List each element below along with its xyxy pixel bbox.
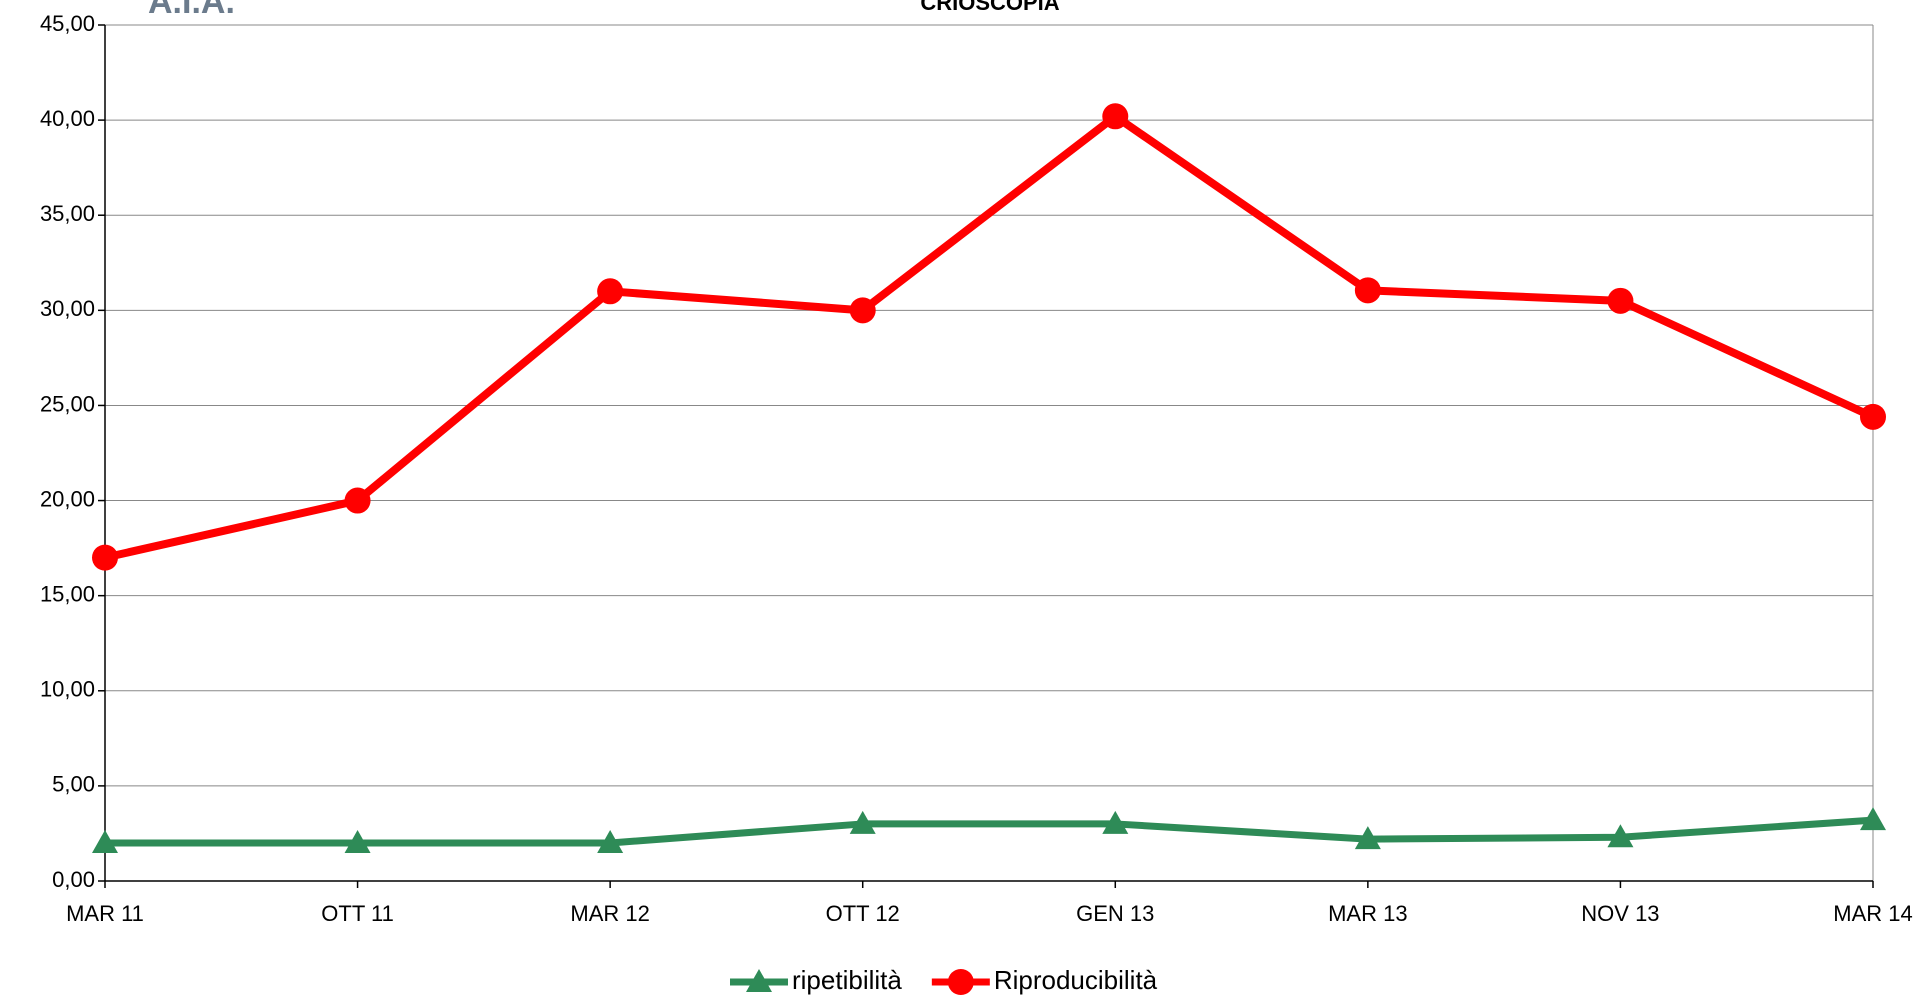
x-tick-label: OTT 11 <box>321 901 394 926</box>
series-line <box>104 112 1875 562</box>
logo: A.I.A. <box>148 0 235 21</box>
data-point <box>1607 287 1634 314</box>
data-point <box>1860 403 1886 430</box>
data-point <box>1354 277 1381 304</box>
y-tick-label: 0,00 <box>52 867 95 892</box>
x-tick-label: MAR 12 <box>570 901 649 926</box>
data-point <box>1102 103 1129 130</box>
data-point <box>92 544 118 571</box>
y-tick-label: 30,00 <box>40 296 95 321</box>
data-point <box>1102 810 1129 834</box>
series-line <box>105 816 1874 847</box>
data-point <box>849 297 876 324</box>
y-tick-label: 45,00 <box>40 11 95 36</box>
data-point <box>849 810 876 834</box>
legend-label: ripetibilità <box>792 965 902 995</box>
y-tick-label: 10,00 <box>40 677 95 702</box>
x-tick-label: OTT 12 <box>826 901 900 926</box>
legend-label: Riproducibilità <box>994 965 1158 995</box>
x-tick-label: MAR 11 <box>66 901 144 926</box>
x-tick-label: NOV 13 <box>1581 901 1659 926</box>
legend-marker <box>746 969 772 992</box>
y-tick-label: 15,00 <box>40 581 95 606</box>
y-tick-label: 40,00 <box>40 106 95 131</box>
data-point <box>344 487 371 514</box>
y-tick-label: 35,00 <box>40 201 95 226</box>
y-tick-label: 25,00 <box>40 391 95 416</box>
data-point <box>1860 807 1886 831</box>
data-point <box>92 829 118 853</box>
data-point <box>344 829 371 853</box>
x-tick-label: MAR 13 <box>1328 901 1407 926</box>
data-point <box>597 278 624 305</box>
data-point <box>597 829 624 853</box>
data-point <box>1354 826 1381 850</box>
chart-title: CRIOSCOPIA <box>920 0 1059 15</box>
data-point <box>1607 824 1634 848</box>
y-tick-label: 5,00 <box>52 772 95 797</box>
x-tick-label: MAR 14 <box>1833 901 1912 926</box>
x-tick-label: GEN 13 <box>1076 901 1154 926</box>
y-tick-label: 20,00 <box>40 486 95 511</box>
legend-marker <box>947 969 974 995</box>
